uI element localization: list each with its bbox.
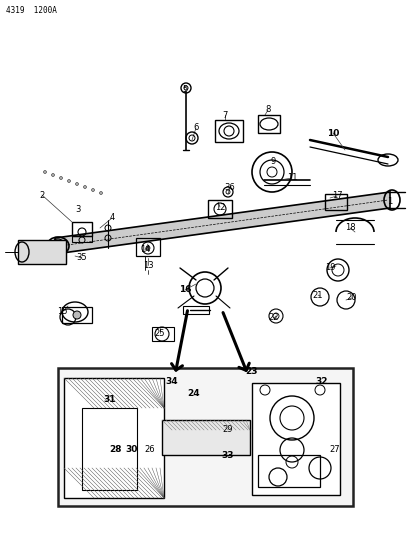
Text: 24: 24 bbox=[188, 389, 200, 398]
Text: 8: 8 bbox=[265, 106, 271, 115]
Circle shape bbox=[44, 171, 47, 174]
Text: 27: 27 bbox=[330, 446, 340, 455]
Text: 23: 23 bbox=[246, 367, 258, 376]
Bar bbox=[252, 383, 340, 495]
Text: 12: 12 bbox=[215, 203, 225, 212]
Text: 22: 22 bbox=[269, 313, 279, 322]
Text: 19: 19 bbox=[325, 263, 335, 272]
Text: 21: 21 bbox=[313, 290, 323, 300]
Text: 31: 31 bbox=[104, 395, 116, 405]
Text: 26: 26 bbox=[145, 446, 155, 455]
Circle shape bbox=[100, 191, 102, 195]
Bar bbox=[162, 420, 250, 455]
Text: 15: 15 bbox=[57, 308, 67, 317]
Text: 25: 25 bbox=[155, 328, 165, 337]
Bar bbox=[58, 368, 353, 506]
Bar bbox=[183, 306, 209, 314]
Polygon shape bbox=[55, 192, 390, 254]
Text: 35: 35 bbox=[77, 254, 87, 262]
Text: 11: 11 bbox=[287, 174, 297, 182]
Circle shape bbox=[84, 185, 86, 189]
Text: 9: 9 bbox=[271, 157, 276, 166]
Text: 13: 13 bbox=[143, 261, 153, 270]
Text: 32: 32 bbox=[316, 377, 328, 386]
Text: 2: 2 bbox=[40, 190, 44, 199]
Circle shape bbox=[91, 189, 95, 191]
Bar bbox=[18, 240, 66, 264]
Bar bbox=[72, 236, 92, 242]
Circle shape bbox=[146, 246, 150, 250]
Bar bbox=[208, 200, 232, 218]
Text: 28: 28 bbox=[109, 446, 121, 455]
Circle shape bbox=[60, 176, 62, 180]
Text: 18: 18 bbox=[345, 223, 355, 232]
Bar bbox=[258, 455, 320, 487]
Text: 14: 14 bbox=[140, 246, 150, 254]
Text: 5: 5 bbox=[182, 85, 188, 94]
Text: 17: 17 bbox=[332, 191, 342, 200]
Bar bbox=[152, 327, 174, 341]
Text: 34: 34 bbox=[166, 376, 178, 385]
Circle shape bbox=[73, 311, 81, 319]
Text: 30: 30 bbox=[126, 446, 138, 455]
Bar bbox=[325, 194, 347, 210]
Bar bbox=[62, 307, 92, 323]
Bar bbox=[72, 222, 92, 236]
Text: 10: 10 bbox=[327, 128, 339, 138]
Text: 33: 33 bbox=[222, 450, 234, 459]
Text: 4: 4 bbox=[109, 214, 115, 222]
Circle shape bbox=[51, 174, 55, 176]
Text: 6: 6 bbox=[193, 124, 199, 133]
Text: 4319  1200A: 4319 1200A bbox=[6, 6, 57, 15]
Text: 29: 29 bbox=[223, 425, 233, 434]
Bar bbox=[258, 115, 280, 133]
Bar bbox=[64, 378, 164, 498]
Bar bbox=[136, 238, 160, 256]
Text: 20: 20 bbox=[347, 294, 357, 303]
Bar bbox=[82, 408, 137, 490]
Text: 7: 7 bbox=[222, 110, 228, 119]
Text: 1: 1 bbox=[387, 198, 392, 206]
Text: 36: 36 bbox=[225, 183, 235, 192]
Bar bbox=[215, 120, 243, 142]
Circle shape bbox=[75, 182, 78, 185]
Text: 3: 3 bbox=[75, 206, 81, 214]
Circle shape bbox=[67, 180, 71, 182]
Text: 16: 16 bbox=[179, 286, 191, 295]
